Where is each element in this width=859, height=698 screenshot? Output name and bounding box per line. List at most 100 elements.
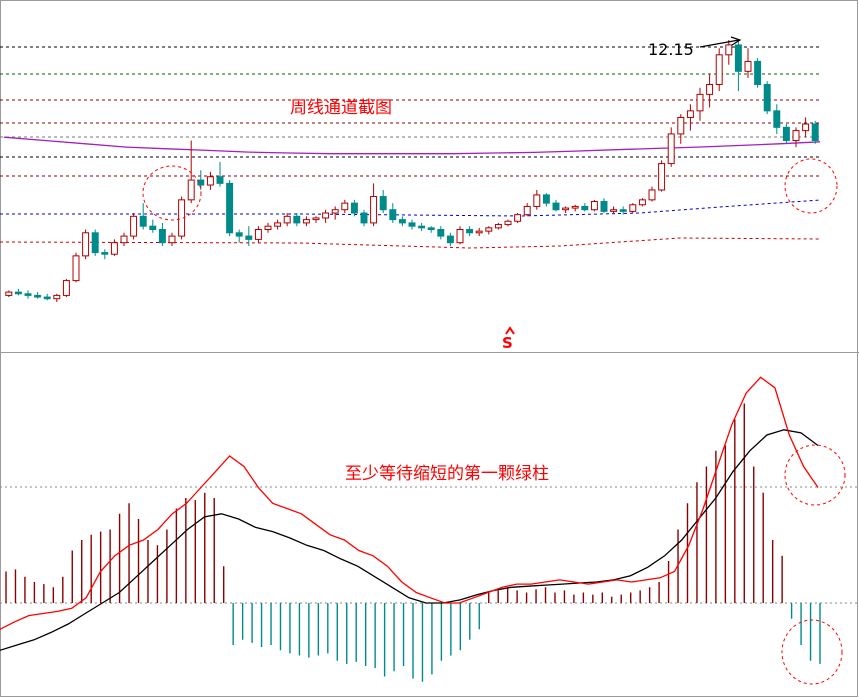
candle [494,222,502,230]
candle [53,293,61,302]
candle [34,292,42,299]
candle [264,222,272,233]
candle [197,170,205,190]
candle [600,198,608,214]
candle [245,226,253,246]
price-panel: 周线通道截图 12.15 S [0,36,838,352]
peak-price-label: 12.15 [648,40,694,59]
candle [446,232,454,246]
signal-marker: S [502,326,515,352]
candle [590,199,598,212]
candle [312,216,320,223]
highlight-circle-right [784,158,838,214]
candle [427,226,435,233]
candle [802,117,810,138]
candle [101,249,109,260]
candle [43,293,51,301]
svg-text:S: S [502,334,513,352]
candle [523,203,531,217]
candle [82,229,90,260]
candle [302,216,310,227]
macd-annotation: 至少等待缩短的第一颗绿柱 [345,464,549,484]
channel-line-blue [0,199,821,217]
candle [715,48,723,92]
candle [226,180,234,237]
candlesticks [5,40,819,302]
candle [139,203,147,230]
dea-line [0,429,819,651]
candle [658,160,666,192]
candle [571,204,579,212]
channel-lines [0,46,821,249]
candle [610,206,618,214]
candle [552,199,560,212]
candle [648,186,656,202]
channel-line-red [0,237,821,249]
candle [581,203,589,212]
candle [782,124,790,144]
candle [667,127,675,167]
highlight-circle-dif [784,444,846,506]
candle [14,288,22,296]
candle [485,226,493,235]
candle [350,199,358,217]
candle [168,232,176,246]
candle [456,226,464,245]
candle [158,222,166,246]
dif-line [0,376,819,630]
macd-panel: 至少等待缩短的第一颗绿柱 [0,376,859,685]
candle [418,222,426,232]
candle [341,199,349,214]
candle [686,104,694,131]
candle [322,209,330,223]
candle [274,219,282,230]
candle [514,213,522,223]
candle [811,120,819,144]
candle [379,189,387,214]
candle [466,226,474,237]
candle [283,213,291,227]
candle [629,203,637,214]
candle [91,229,99,256]
candle [110,239,118,256]
candle [254,226,262,243]
candle [149,219,157,233]
candle [725,40,733,65]
candle [5,290,13,298]
candle [504,219,512,227]
candle [706,74,714,108]
candle [437,226,445,240]
candle [24,290,32,299]
candle [677,114,685,144]
candle [235,229,243,243]
candle [542,193,550,207]
candle [360,209,368,227]
chart-title: 周线通道截图 [290,98,392,118]
candle [331,206,339,220]
ma-line [3,136,821,155]
candle [72,252,80,283]
highlight-circle-left [142,165,202,221]
peak-arrow [699,36,742,48]
candle [475,227,483,237]
candle [696,87,704,121]
candle [293,213,301,227]
candle [216,161,224,187]
candle [638,198,646,207]
candle [754,58,762,88]
candle [619,206,627,215]
candle [370,183,378,227]
candle [206,171,214,190]
candle [533,189,541,210]
candle [62,278,70,298]
candle [744,48,752,78]
candle [734,41,742,92]
candle [773,104,781,134]
candle [389,203,397,223]
candle [120,232,128,246]
candle [187,140,195,204]
macd-histogram [5,403,821,682]
candle [562,206,570,214]
